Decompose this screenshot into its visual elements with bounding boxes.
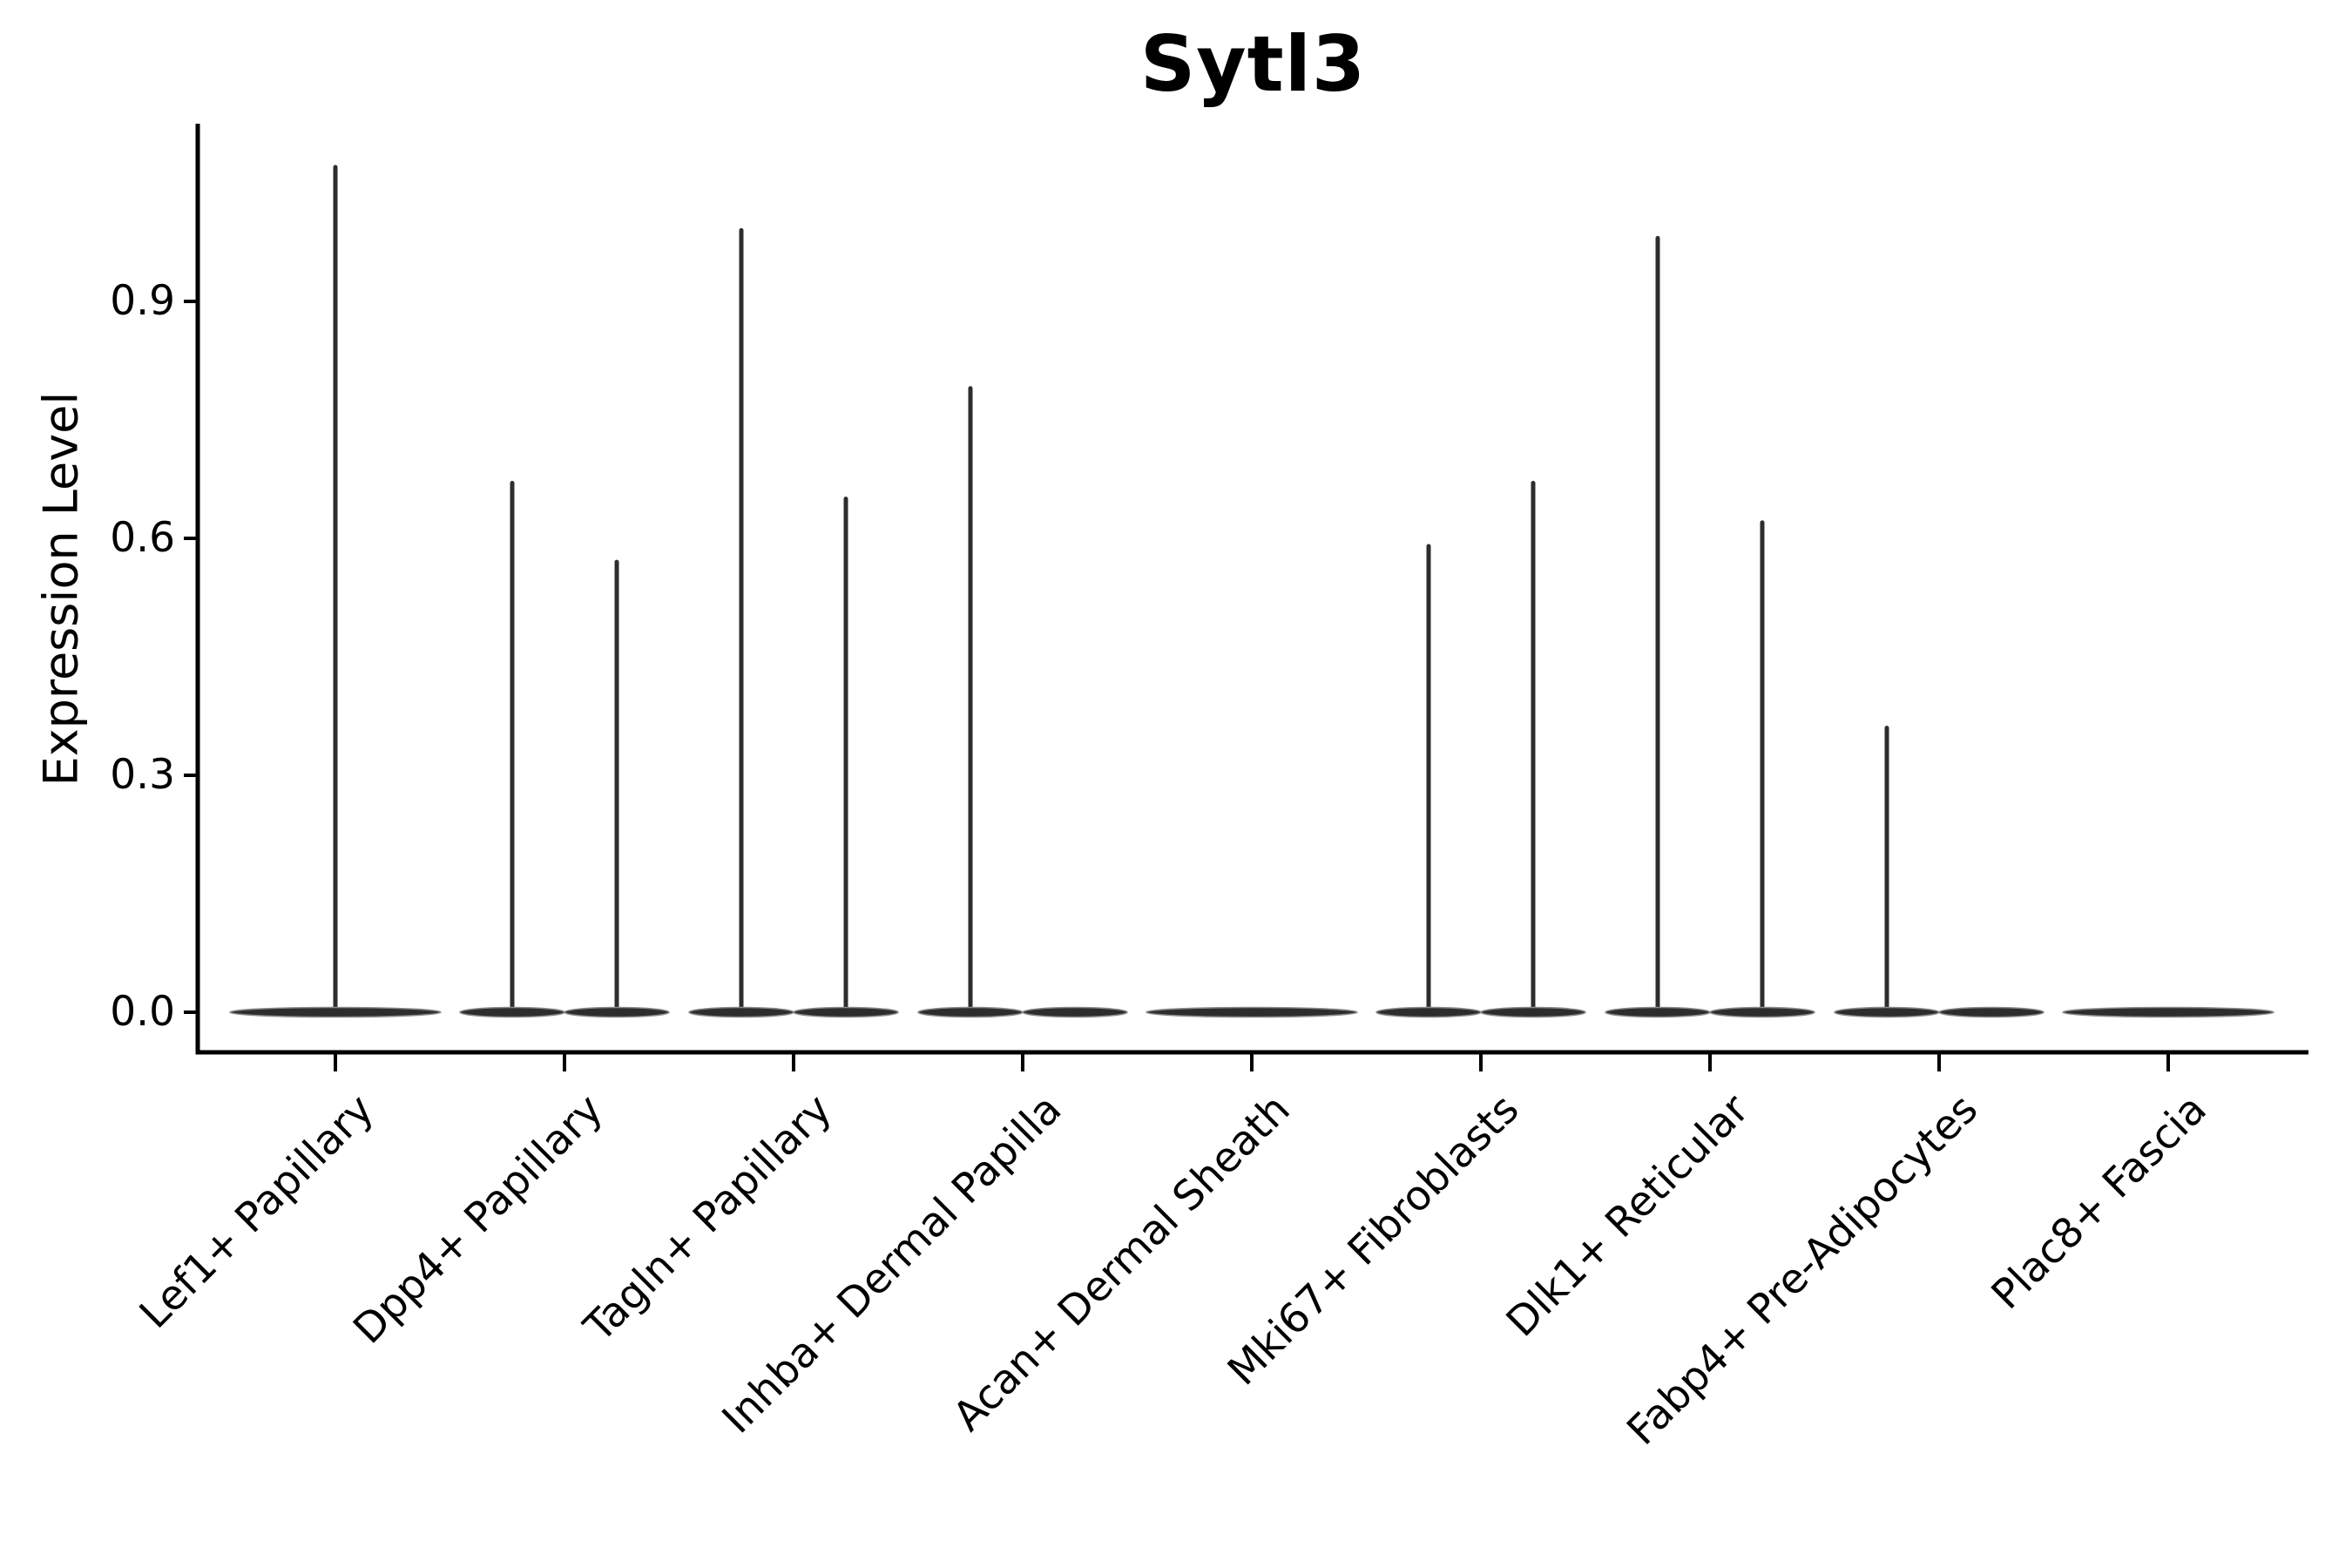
violin-body — [1834, 1006, 1940, 1018]
violin-body — [917, 1006, 1024, 1018]
violin-body — [1938, 1006, 2044, 1018]
y-tick-label: 0.3 — [110, 750, 175, 799]
violin-body — [229, 1006, 442, 1018]
violin-body — [459, 1006, 565, 1018]
violin-body — [564, 1006, 670, 1018]
violin-body — [1022, 1006, 1128, 1018]
violin-body — [1480, 1006, 1586, 1018]
violin-body — [1146, 1006, 1358, 1018]
violin-body — [2062, 1006, 2274, 1018]
violin-body — [793, 1006, 899, 1018]
y-tick-label: 0.9 — [110, 276, 175, 325]
violin-body — [1709, 1006, 1815, 1018]
y-tick-label: 0.0 — [110, 988, 175, 1036]
plot-title: Sytl3 — [1139, 19, 1367, 109]
violin-body — [1605, 1006, 1711, 1018]
violin-body — [1375, 1006, 1482, 1018]
y-tick-label: 0.6 — [110, 513, 175, 562]
violin-body — [688, 1006, 794, 1018]
